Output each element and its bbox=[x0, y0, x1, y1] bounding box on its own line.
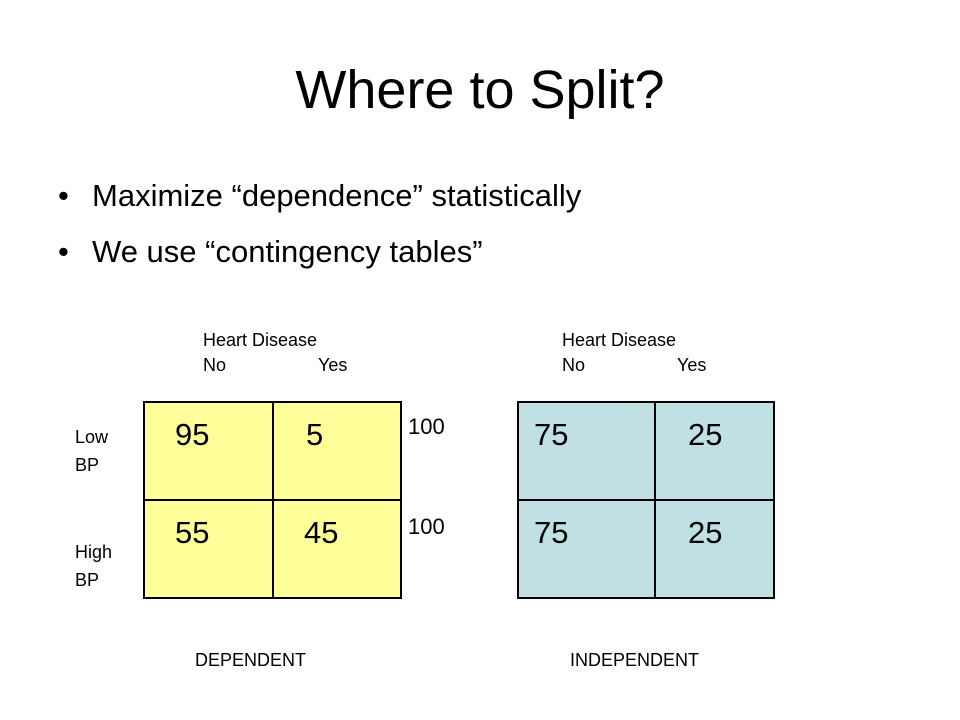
bullet-item: • We use “contingency tables” bbox=[58, 232, 581, 272]
bullet-list: • Maximize “dependence” statistically • … bbox=[58, 176, 581, 288]
header-yes: Yes bbox=[318, 355, 348, 375]
header-no: No bbox=[203, 355, 227, 375]
bullet-text: We use “contingency tables” bbox=[92, 234, 483, 269]
independent-column-header: Heart Disease No Yes bbox=[562, 328, 706, 378]
table-cell: 55 bbox=[143, 499, 274, 599]
row-label-line: BP bbox=[75, 455, 100, 475]
table-row: 75 25 bbox=[517, 401, 775, 501]
table-cell: 75 bbox=[517, 401, 656, 501]
header-yes: Yes bbox=[677, 355, 707, 375]
row-total: 100 bbox=[408, 514, 445, 539]
independent-contingency-table: 75 25 75 25 bbox=[517, 401, 775, 599]
dependent-caption: DEPENDENT bbox=[195, 650, 307, 670]
table-cell: 5 bbox=[272, 401, 402, 501]
table-cell: 95 bbox=[143, 401, 274, 501]
dependent-column-header: Heart Disease No Yes bbox=[203, 328, 347, 378]
independent-caption: INDEPENDENT bbox=[570, 650, 700, 670]
table-cell: 25 bbox=[654, 401, 775, 501]
table-cell: 45 bbox=[272, 499, 402, 599]
row-total: 100 bbox=[408, 414, 445, 439]
bullet-text: Maximize “dependence” statistically bbox=[92, 178, 582, 213]
bullet-item: • Maximize “dependence” statistically bbox=[58, 176, 581, 216]
table-cell: 25 bbox=[654, 499, 775, 599]
bullet-dot-icon: • bbox=[58, 178, 69, 213]
header-no: No bbox=[562, 355, 586, 375]
slide-title: Where to Split? bbox=[295, 60, 665, 120]
row-label-line: Low bbox=[75, 427, 109, 447]
dependent-contingency-table: 95 5 55 45 bbox=[143, 401, 402, 599]
header-title: Heart Disease bbox=[562, 330, 677, 350]
row-label-line: High bbox=[75, 542, 113, 562]
header-title: Heart Disease bbox=[203, 330, 318, 350]
table-row: 55 45 bbox=[143, 499, 402, 599]
row-label-line: BP bbox=[75, 570, 100, 590]
table-row: 95 5 bbox=[143, 401, 402, 501]
table-row: 75 25 bbox=[517, 499, 775, 599]
row-label-high-bp: High BP bbox=[75, 538, 112, 594]
bullet-dot-icon: • bbox=[58, 234, 69, 269]
row-label-low-bp: Low BP bbox=[75, 423, 108, 479]
table-cell: 75 bbox=[517, 499, 656, 599]
